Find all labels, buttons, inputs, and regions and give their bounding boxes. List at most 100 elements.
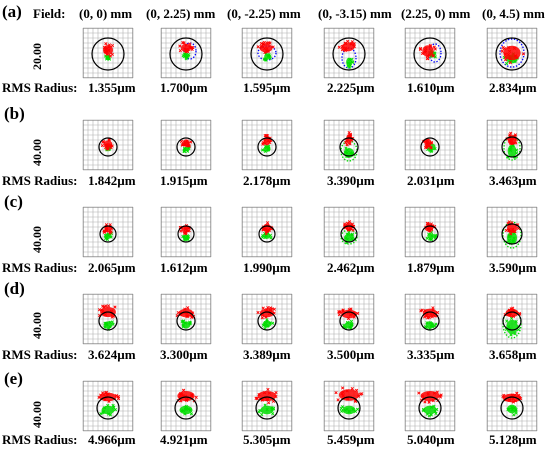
field-header-2: (0, 2.25) mm [146,6,216,21]
scale-label-e: 40.00 [30,401,44,428]
rms-value-e4: 5.459µm [327,432,375,447]
spot-panel-c3 [241,206,293,258]
airy-disk-circle [257,311,277,331]
spot-panel-b3 [241,119,293,171]
airy-disk-circle [91,37,125,71]
rms-value-d4: 3.500µm [327,347,375,362]
rms-value-e1: 4.966µm [88,432,136,447]
green-ray-trace [502,221,522,249]
rms-value-c1: 2.065µm [88,260,136,275]
spot-panel-e5 [404,380,456,432]
row-label-d: (d) [4,279,25,298]
rms-value-a1: 1.355µm [88,80,136,95]
spot-panel-a4 [323,27,375,79]
airy-disk-circle [257,137,277,157]
rms-label-e: RMS Radius: [2,432,78,447]
airy-disk-circle [413,37,447,71]
green-spot [421,404,439,418]
grid [82,293,134,345]
spot-panel-d6 [486,293,538,345]
field-header-1: (0, 0) mm [79,6,133,21]
spot-panel-e3 [241,380,293,432]
green-spot [257,403,276,417]
red-spot [102,223,114,235]
rms-value-c6: 3.590µm [489,260,537,275]
grid [241,119,293,171]
airy-disk-circle [255,396,279,420]
airy-disk-circle [98,137,118,157]
grid [82,206,134,258]
red-spot [337,307,360,321]
row-label-e: (e) [4,369,23,388]
rms-value-e5: 5.040µm [407,432,455,447]
rms-value-c5: 1.879µm [407,260,455,275]
spot-panel-c5 [404,206,456,258]
red-spot [102,42,115,58]
red-spot [179,139,193,148]
airy-disk-circle [176,311,196,331]
red-spot [419,306,440,320]
rms-value-d5: 3.335µm [407,347,455,362]
spot-panel-e4 [323,380,375,432]
rms-value-d6: 3.658µm [489,347,537,362]
rms-value-c3: 1.990µm [243,260,291,275]
red-spot [504,220,520,236]
rms-value-a2: 1.700µm [160,80,208,95]
airy-disk-circle [176,137,196,157]
airy-disk-circle [500,396,524,420]
green-spot [346,57,355,69]
green-spot [260,144,271,154]
spot-panel-c1 [82,206,134,258]
green-spot [181,52,191,61]
green-spot [181,234,191,242]
green-spot [261,318,275,331]
red-spot [256,305,276,320]
airy-disk-circle [169,37,203,71]
airy-disk-circle [99,225,117,243]
airy-disk-circle [420,137,440,157]
grid [160,293,212,345]
rms-value-b4: 3.390µm [327,173,375,188]
airy-disk-circle [420,311,440,331]
field-header-4: (0, -3.15) mm [318,6,392,21]
rms-value-b2: 1.915µm [160,173,208,188]
scale-label-b: 40.00 [30,139,44,166]
spot-panel-e1 [82,380,134,432]
red-spot [337,39,356,53]
field-header-3: (0, -2.25) mm [227,6,301,21]
green-spot [343,230,357,245]
red-spot [178,41,195,54]
grid [404,380,456,432]
rms-value-c2: 1.612µm [160,260,208,275]
green-ray-trace [503,135,521,161]
spot-panel-b1 [82,119,134,171]
spot-panel-a2 [160,27,212,79]
green-spot [99,403,118,417]
row-label-b: (b) [4,104,25,123]
scale-label-c: 40.00 [30,226,44,253]
airy-disk-circle [418,396,442,420]
spot-panel-a1 [82,27,134,79]
spot-panel-e6 [486,380,538,432]
rms-value-e2: 4.921µm [160,432,208,447]
green-spot [504,316,521,337]
rms-value-a4: 2.225µm [327,80,375,95]
spot-panel-a3 [241,27,293,79]
blue-ray-trace [257,45,277,61]
airy-disk-circle [98,311,118,331]
rms-label-c: RMS Radius: [2,260,78,275]
airy-disk-circle [340,225,358,243]
green-spot [180,319,192,329]
grid [486,206,538,258]
rms-value-b1: 1.842µm [88,173,136,188]
row-label-a: (a) [2,2,22,21]
spot-panel-a6 [486,27,538,79]
airy-disk-circle [96,396,120,420]
airy-disk-circle [337,396,361,420]
rms-value-e3: 5.305µm [243,432,291,447]
green-spot [423,321,438,331]
airy-disk-circle [495,37,529,71]
spot-panel-b6 [486,119,538,171]
airy-disk-circle [339,311,359,331]
green-spot [506,404,518,417]
